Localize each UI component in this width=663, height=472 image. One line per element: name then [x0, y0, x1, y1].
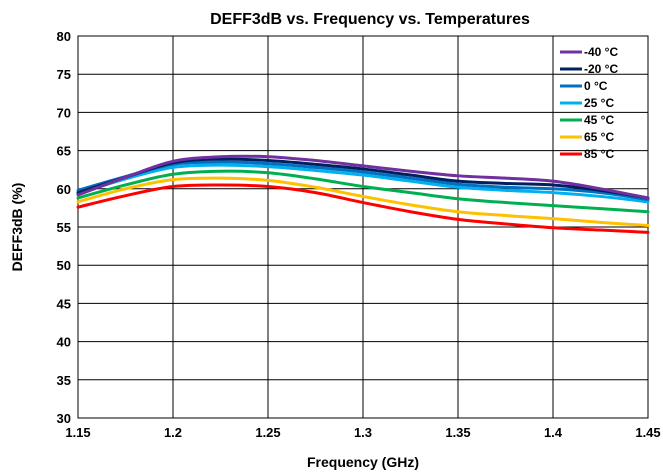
x-tick-label: 1.4: [544, 425, 563, 440]
legend-label: 0 °C: [584, 79, 608, 93]
legend-label: -40 °C: [584, 45, 618, 59]
y-tick-label: 50: [57, 258, 71, 273]
y-tick-label: 80: [57, 29, 71, 44]
plot-area: [77, 35, 649, 419]
y-tick-label: 40: [57, 335, 71, 350]
x-tick-label: 1.2: [164, 425, 182, 440]
y-tick-label: 45: [57, 296, 71, 311]
tick-labels: 30 35 40 45 50 55 60 65 70 75 80 1.15 1.2 1.25 1.3 1.35…: [57, 29, 661, 440]
x-axis-label: Frequency (GHz): [307, 454, 419, 470]
x-tick-label: 1.15: [65, 425, 90, 440]
chart-title: DEFF3dB vs. Frequency vs. Temperatures: [210, 11, 530, 28]
series-line-4: [76, 169, 650, 214]
x-tick-label: 1.3: [354, 425, 372, 440]
x-tick-label: 1.35: [445, 425, 470, 440]
x-tick-label: 1.25: [255, 425, 280, 440]
series-line-0: [76, 154, 650, 200]
y-tick-label: 70: [57, 105, 71, 120]
legend-label: 25 °C: [584, 96, 614, 110]
legend-label: 65 °C: [584, 130, 614, 144]
y-tick-label: 30: [57, 411, 71, 426]
series-line-6: [76, 183, 650, 234]
legend-label: -20 °C: [584, 62, 618, 76]
y-axis-label: DEFF3dB (%): [9, 183, 25, 272]
x-tick-label: 1.45: [635, 425, 660, 440]
y-tick-label: 75: [57, 67, 71, 82]
legend-label: 45 °C: [584, 113, 614, 127]
series-lines: [76, 154, 650, 234]
series-line-2: [76, 160, 650, 201]
series-line-3: [76, 163, 650, 204]
series-line-5: [76, 176, 650, 227]
y-tick-label: 60: [57, 182, 71, 197]
legend: -40 °C -20 °C 0 °C 25 °C 45 °C 65 °C 85 °C: [560, 45, 618, 161]
legend-label: 85 °C: [584, 147, 614, 161]
y-tick-label: 55: [57, 220, 71, 235]
y-tick-label: 35: [57, 373, 71, 388]
y-tick-label: 65: [57, 144, 71, 159]
